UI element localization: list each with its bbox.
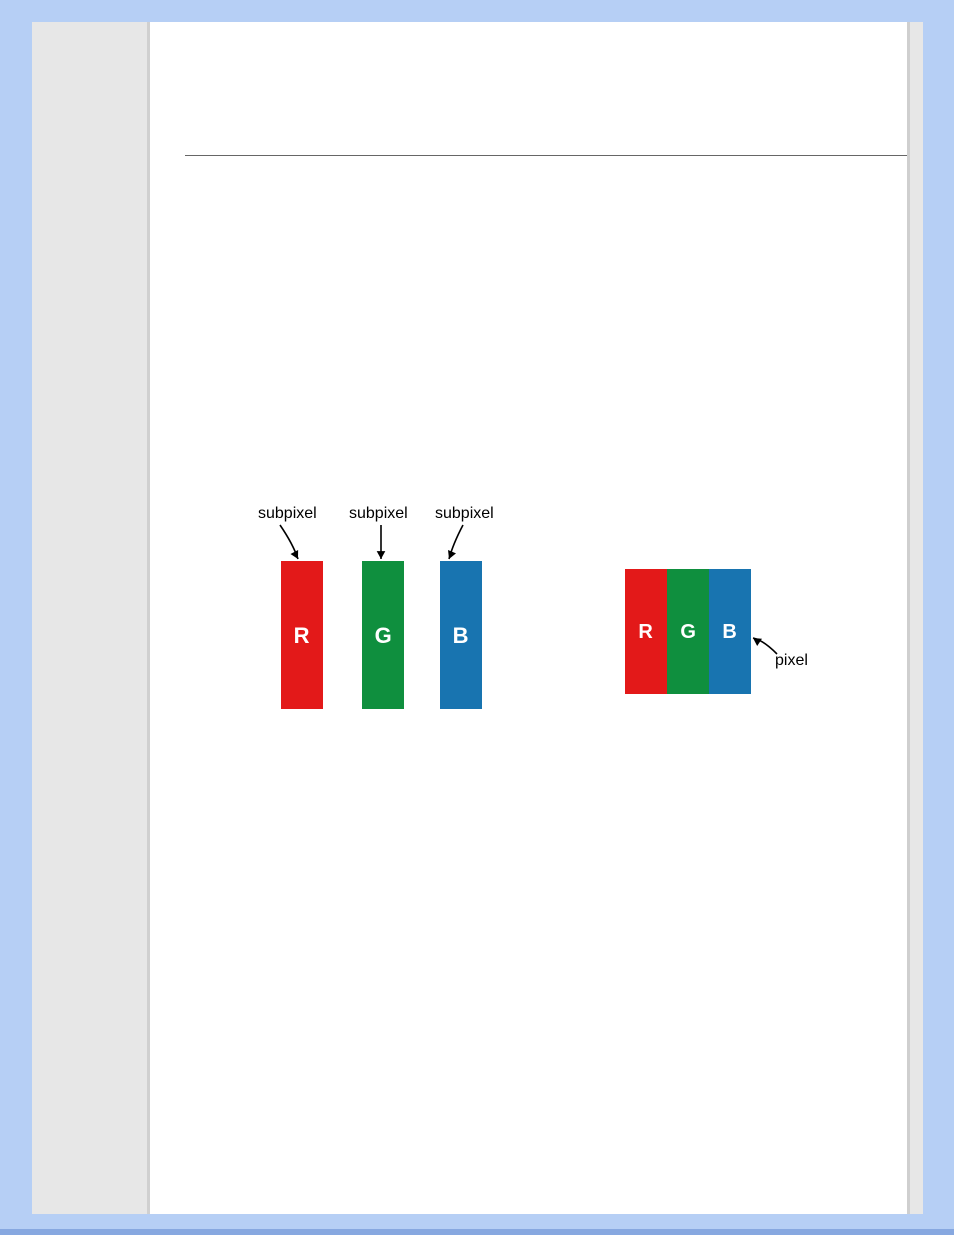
subpixel-label-r: subpixel	[258, 505, 317, 523]
pixel-letter-b: B	[722, 621, 736, 644]
paper-shadow-right	[907, 22, 910, 1214]
pixel-letter-r: R	[638, 621, 652, 644]
subpixel-label-b: subpixel	[435, 505, 494, 523]
subpixel-letter-g: G	[375, 623, 392, 649]
paper-page	[150, 22, 907, 1214]
bottom-border	[0, 1229, 954, 1235]
subpixel-letter-r: R	[294, 623, 310, 649]
stage: subpixel subpixel subpixel R G B R G B p…	[0, 0, 954, 1235]
subpixel-label-g: subpixel	[349, 505, 408, 523]
subpixel-letter-b: B	[453, 623, 469, 649]
horizontal-rule	[185, 155, 907, 156]
pixel-label: pixel	[775, 652, 808, 670]
pixel-letter-g: G	[680, 621, 696, 644]
